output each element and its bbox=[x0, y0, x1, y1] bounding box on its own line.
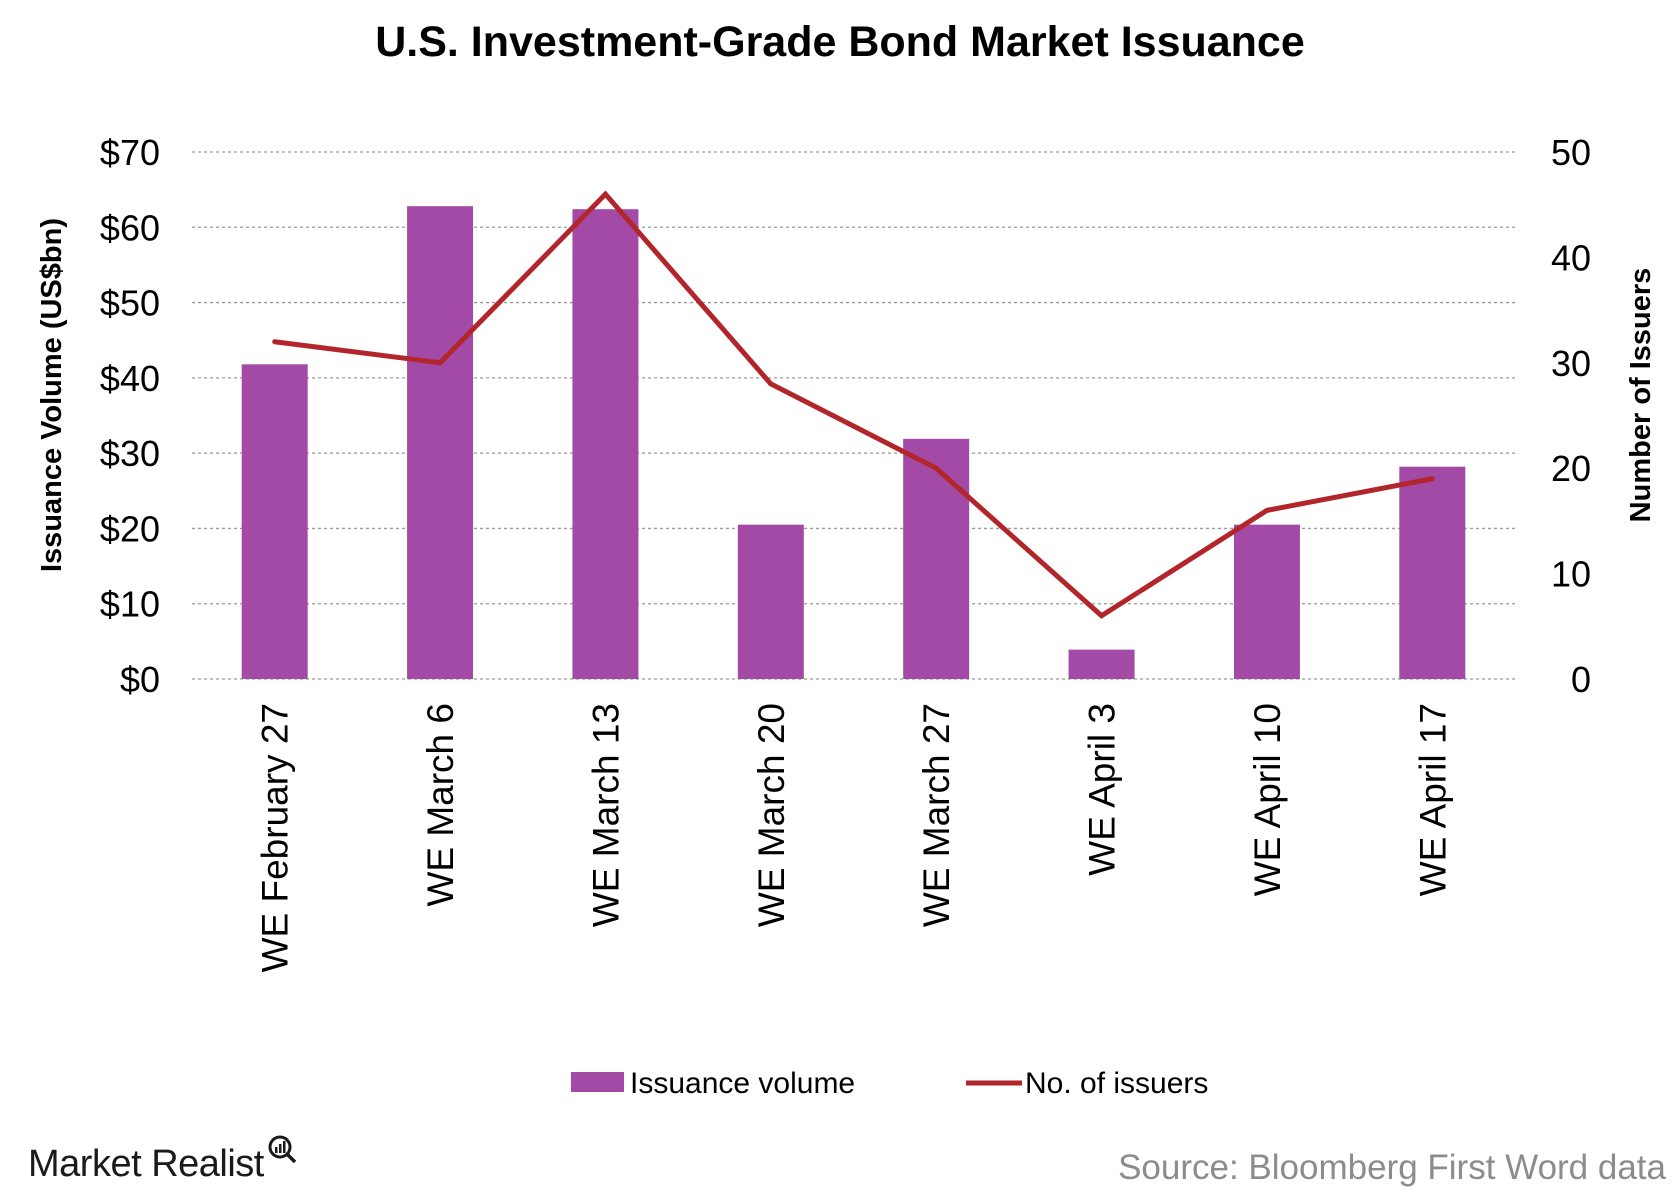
right-tick-label: 40 bbox=[1551, 237, 1591, 278]
category-labels: WE February 27 WE March 6 WE March 13 WE Ma… bbox=[255, 703, 1454, 972]
category-label: WE March 20 bbox=[751, 703, 792, 927]
left-tick-label: $70 bbox=[100, 132, 160, 173]
bars-issuance-volume bbox=[241, 206, 1466, 679]
category-label: WE February 27 bbox=[255, 703, 296, 972]
right-tick-label: 20 bbox=[1551, 448, 1591, 489]
bar bbox=[241, 364, 308, 679]
bar bbox=[407, 206, 474, 679]
bar bbox=[903, 438, 970, 679]
line-point bbox=[602, 191, 608, 197]
right-tick-label: 10 bbox=[1551, 554, 1591, 595]
bar bbox=[572, 209, 639, 679]
bar bbox=[1068, 649, 1135, 679]
legend-label-issuers: No. of issuers bbox=[1025, 1067, 1208, 1100]
left-tick-label: $10 bbox=[100, 584, 160, 625]
category-label: WE March 6 bbox=[420, 703, 461, 907]
category-label: WE April 10 bbox=[1247, 703, 1288, 896]
category-label: WE March 27 bbox=[916, 703, 957, 927]
line-point bbox=[1099, 613, 1105, 619]
magnifier-chart-icon bbox=[268, 1135, 297, 1164]
legend-swatch-issuance-volume bbox=[571, 1072, 624, 1092]
left-tick-label: $50 bbox=[100, 283, 160, 324]
category-label: WE March 13 bbox=[585, 703, 626, 927]
left-tick-label: $20 bbox=[100, 508, 160, 549]
line-point bbox=[437, 360, 443, 366]
line-point bbox=[1264, 507, 1270, 513]
bar bbox=[1233, 524, 1300, 679]
left-tick-label: $0 bbox=[120, 659, 160, 700]
left-tick-label: $40 bbox=[100, 358, 160, 399]
right-tick-label: 50 bbox=[1551, 132, 1591, 173]
issuers-line bbox=[274, 190, 1433, 619]
category-label: WE April 3 bbox=[1082, 703, 1123, 876]
gridlines bbox=[192, 151, 1515, 680]
chart-title: U.S. Investment-Grade Bond Market Issuan… bbox=[375, 18, 1305, 66]
line-point bbox=[933, 465, 939, 471]
category-label: WE April 17 bbox=[1412, 703, 1453, 896]
bar bbox=[1399, 466, 1466, 679]
left-tick-label: $60 bbox=[100, 207, 160, 248]
line-point bbox=[1429, 476, 1435, 482]
right-tick-label: 30 bbox=[1551, 343, 1591, 384]
line-point bbox=[272, 339, 278, 345]
source-note: Source: Bloomberg First Word data bbox=[1118, 1148, 1666, 1187]
left-tick-label: $30 bbox=[100, 433, 160, 474]
legend-label-issuance-volume: Issuance volume bbox=[630, 1067, 855, 1100]
legend: Issuance volume No. of issuers bbox=[571, 1067, 1208, 1100]
left-axis-title: Issuance Volume (US$bn) bbox=[36, 218, 68, 572]
line-issuers bbox=[272, 190, 1435, 619]
line-point bbox=[768, 381, 774, 387]
bar bbox=[737, 524, 804, 679]
brand-logo-text: Market Realist bbox=[28, 1143, 264, 1185]
right-axis-title: Number of Issuers bbox=[1625, 268, 1657, 523]
right-tick-label: 0 bbox=[1571, 659, 1591, 700]
left-axis-ticks: $0 $10 $20 $30 $40 $50 $60 $70 bbox=[100, 132, 160, 700]
right-axis-ticks: 0 10 20 30 40 50 bbox=[1551, 132, 1591, 700]
